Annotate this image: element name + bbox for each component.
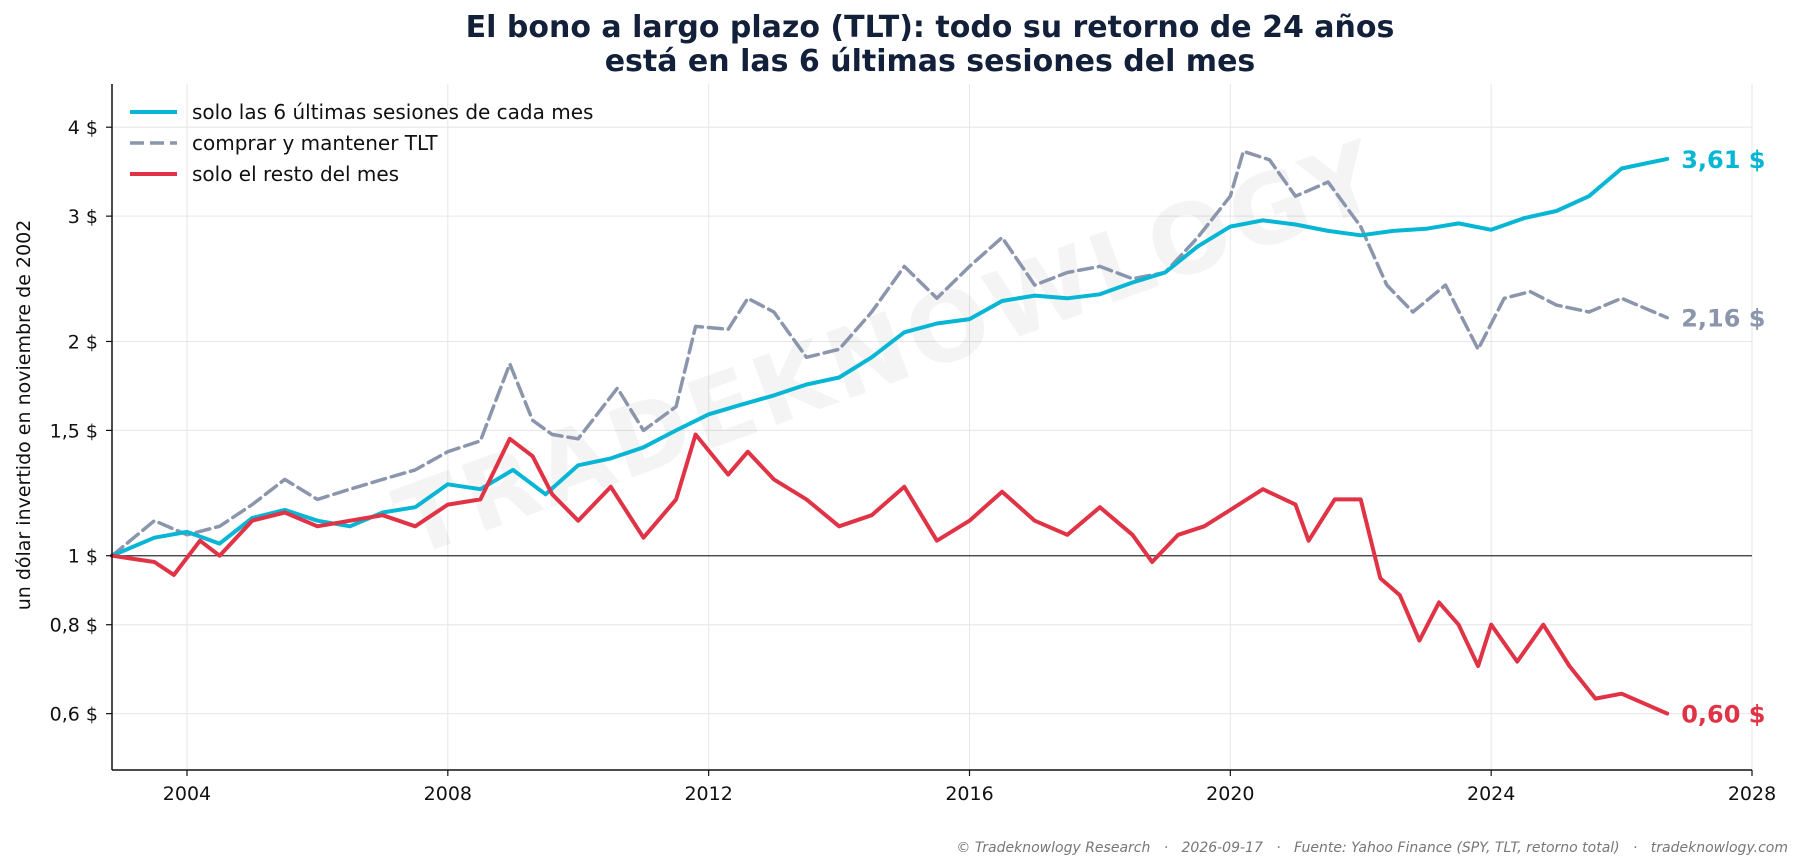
y-tick-label: 1 $ <box>68 546 98 568</box>
x-tick-label: 2012 <box>684 783 732 805</box>
legend-label-2: comprar y mantener TLT <box>192 131 438 155</box>
y-tick-label: 0,6 $ <box>50 704 98 726</box>
x-tick-label: 2020 <box>1206 783 1254 805</box>
legend-label-3: solo el resto del mes <box>192 162 399 186</box>
end-label-2: 2,16 $ <box>1681 305 1765 333</box>
y-tick-label: 2 $ <box>68 331 98 353</box>
y-tick-label: 3 $ <box>68 206 98 228</box>
series-line-3 <box>110 432 1670 716</box>
footer-credit: © Tradeknowlogy Research · 2026-09-17 · … <box>956 840 1788 856</box>
legend: solo las 6 últimas sesiones de cada mes c… <box>130 100 593 186</box>
x-tick-label: 2008 <box>424 783 472 805</box>
x-tick-label: 2024 <box>1467 783 1515 805</box>
y-axis-label: un dólar invertido en noviembre de 2002 <box>13 220 35 611</box>
series-line-2 <box>110 149 1669 558</box>
x-tick-label: 2004 <box>163 783 211 805</box>
x-ticks: 2004 2008 2012 2016 2020 2024 2028 <box>163 770 1776 805</box>
legend-label-1: solo las 6 últimas sesiones de cada mes <box>192 100 593 124</box>
end-label-3: 0,60 $ <box>1681 701 1765 729</box>
series-group <box>110 149 1670 716</box>
y-tick-label: 4 $ <box>68 117 98 139</box>
y-tick-label: 0,8 $ <box>50 615 98 637</box>
axes <box>111 84 1752 771</box>
end-label-1: 3,61 $ <box>1681 146 1765 174</box>
chart-title-line2: está en las 6 últimas sesiones del mes <box>605 44 1256 79</box>
x-tick-label: 2016 <box>945 783 993 805</box>
grid <box>112 84 1753 770</box>
end-labels: 3,61 $ 2,16 $ 0,60 $ <box>1681 146 1765 729</box>
y-tick-label: 1,5 $ <box>50 420 98 442</box>
x-tick-label: 2028 <box>1728 783 1776 805</box>
chart-title-line1: El bono a largo plazo (TLT): todo su ret… <box>466 10 1395 45</box>
watermark: TRADEKNOWLOGY <box>382 119 1396 580</box>
y-ticks: 0,6 $ 0,8 $ 1 $ 1,5 $ 2 $ 3 $ 4 $ <box>50 117 112 726</box>
